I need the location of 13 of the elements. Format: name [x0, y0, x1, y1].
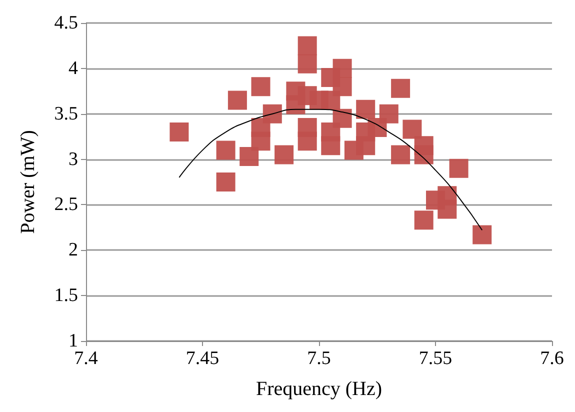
y-tick-label: 3 [68, 148, 78, 170]
x-tick-label: 7.55 [418, 348, 452, 369]
x-axis-title: Frequency (Hz) [256, 378, 382, 400]
y-tick-label: 3.5 [54, 103, 78, 124]
y-tick-label: 2 [68, 240, 78, 261]
x-tick-label: 7.6 [540, 348, 564, 369]
x-tick-label: 7.5 [307, 348, 331, 369]
y-tick-label: 1.5 [54, 285, 78, 306]
y-tick-label: 4.5 [54, 12, 78, 34]
y-axis-title: Power (mW) [17, 130, 39, 234]
y-tick-label: 2.5 [54, 194, 78, 216]
y-tick-label: 4 [68, 58, 78, 79]
x-tick-label: 7.45 [186, 348, 220, 369]
